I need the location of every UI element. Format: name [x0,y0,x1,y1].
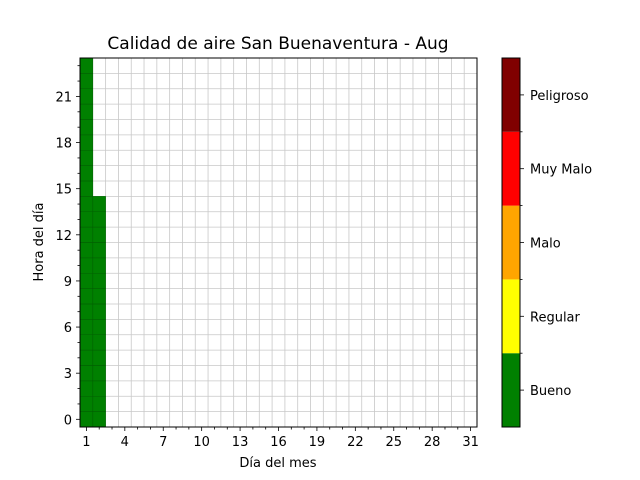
heatmap-cell [80,411,93,427]
heatmap-cell [80,288,93,304]
x-tick-label: 10 [193,435,210,450]
heatmap-cell [80,134,93,151]
heatmap-cell [92,396,106,412]
heatmap-cell [92,334,106,351]
colorbar-segment [502,353,520,427]
colorbar-label: Malo [530,237,561,252]
heatmap-cell [80,304,93,320]
x-tick-label: 1 [82,435,90,450]
y-tick-label: 9 [64,275,72,290]
colorbar: Bueno Regular Malo Muy Malo Peligroso [501,57,592,428]
heatmap-cells [79,57,106,428]
heatmap-cell [80,396,93,412]
x-tick-label: 16 [270,435,287,450]
heatmap-cell [80,181,93,197]
colorbar-label: Peligroso [530,89,589,104]
heatmap-cell [80,165,93,181]
x-tick-label: 25 [385,435,402,450]
heatmap-cell [80,150,93,166]
y-tick-label: 21 [55,90,72,105]
heatmap-cell [80,88,93,105]
y-tick-label: 12 [55,229,72,244]
x-tick-label: 13 [232,435,249,450]
colorbar-label: Muy Malo [530,163,592,178]
y-axis-label: Hora del día [32,203,47,282]
colorbar-segment [502,205,520,280]
heatmap-cell [80,365,93,381]
colorbar-segment [502,131,520,206]
heatmap-cell [80,319,93,335]
heatmap-cell [92,196,106,212]
heatmap-cell [92,211,106,228]
x-tick-label: 4 [121,435,129,450]
x-tick-label: 7 [159,435,167,450]
x-axis-label: Día del mes [239,456,316,471]
heatmap-cell [80,257,93,274]
x-tick-label: 19 [309,435,326,450]
colorbar-segment [502,58,520,132]
y-tick-label: 18 [55,137,72,152]
heatmap-cell [92,319,106,335]
y-tick-label: 6 [64,321,72,336]
x-axis-ticks: 1 4 7 10 13 16 19 22 25 28 31 [82,427,479,450]
heatmap-cell [92,350,106,366]
x-tick-label: 22 [347,435,364,450]
heatmap-cell [92,380,106,397]
heatmap-cell [92,365,106,381]
heatmap-cell [92,227,106,243]
heatmap-cell [80,334,93,351]
heatmap-cell [80,58,93,74]
heatmap-cell [80,350,93,366]
heatmap-cell [80,73,93,89]
heatmap-cell [92,304,106,320]
grid-lines [80,58,477,427]
heatmap-cell [92,257,106,274]
heatmap-cell [80,104,93,120]
heatmap-cell [92,288,106,304]
y-tick-label: 0 [64,413,72,428]
heatmap-cell [92,411,106,427]
heatmap-cell [92,242,106,258]
colorbar-segment [502,279,520,354]
heatmap-cell [80,380,93,397]
x-tick-label: 28 [424,435,441,450]
y-tick-label: 15 [55,183,72,198]
heatmap-cell [80,211,93,228]
heatmap-cell [92,273,106,289]
colorbar-frame [501,57,521,428]
y-tick-label: 3 [64,367,72,382]
heatmap-cell [80,242,93,258]
heatmap-cell-edge [92,196,106,212]
heatmap-cell [80,273,93,289]
heatmap-cell [80,119,93,135]
colorbar-label: Bueno [530,384,571,399]
chart-title: Calidad de aire San Buenaventura - Aug [107,34,448,54]
y-axis-ticks: 0 3 6 9 12 15 18 21 [55,65,80,428]
x-tick-label: 31 [462,435,479,450]
heatmap-cell [80,196,93,212]
heatmap-cell [80,227,93,243]
colorbar-label: Regular [530,310,581,325]
